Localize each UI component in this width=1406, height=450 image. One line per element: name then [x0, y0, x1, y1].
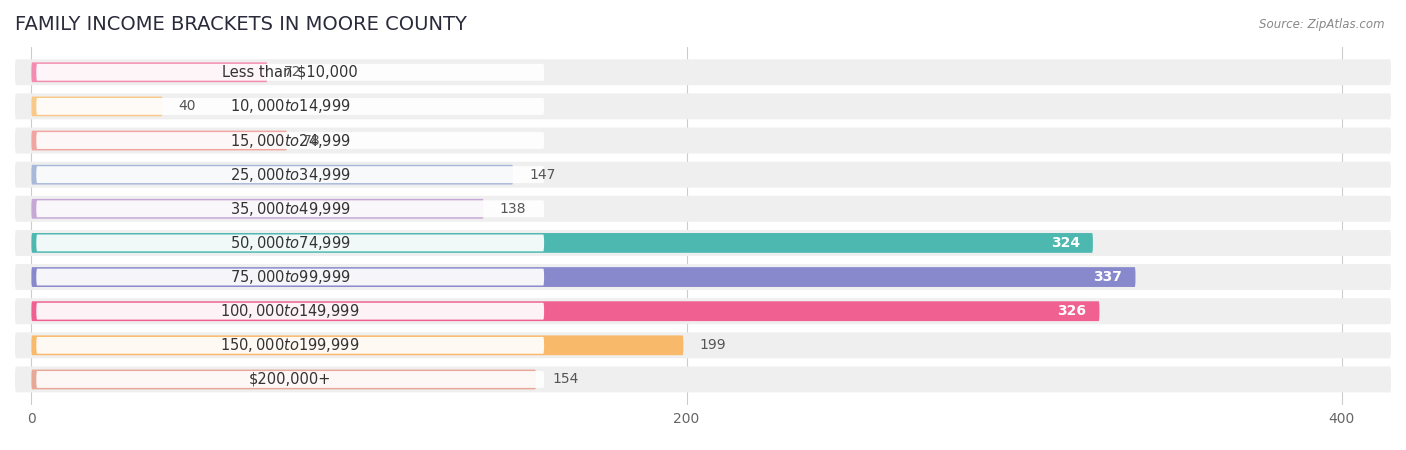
FancyBboxPatch shape [31, 130, 287, 150]
Text: 199: 199 [700, 338, 727, 352]
FancyBboxPatch shape [15, 333, 1391, 358]
Text: Less than $10,000: Less than $10,000 [222, 65, 359, 80]
FancyBboxPatch shape [37, 64, 544, 81]
FancyBboxPatch shape [15, 264, 1391, 290]
Text: 138: 138 [501, 202, 526, 216]
FancyBboxPatch shape [15, 59, 1391, 85]
Text: 337: 337 [1094, 270, 1122, 284]
Text: FAMILY INCOME BRACKETS IN MOORE COUNTY: FAMILY INCOME BRACKETS IN MOORE COUNTY [15, 15, 467, 34]
FancyBboxPatch shape [15, 127, 1391, 153]
FancyBboxPatch shape [15, 162, 1391, 188]
FancyBboxPatch shape [31, 165, 513, 184]
Text: Source: ZipAtlas.com: Source: ZipAtlas.com [1260, 18, 1385, 31]
FancyBboxPatch shape [31, 302, 1099, 321]
FancyBboxPatch shape [31, 96, 163, 116]
Text: $10,000 to $14,999: $10,000 to $14,999 [229, 97, 350, 115]
Text: $35,000 to $49,999: $35,000 to $49,999 [229, 200, 350, 218]
Text: $150,000 to $199,999: $150,000 to $199,999 [221, 336, 360, 354]
FancyBboxPatch shape [31, 199, 484, 219]
Text: $25,000 to $34,999: $25,000 to $34,999 [229, 166, 350, 184]
Text: $50,000 to $74,999: $50,000 to $74,999 [229, 234, 350, 252]
FancyBboxPatch shape [31, 267, 1136, 287]
Text: 147: 147 [530, 168, 555, 182]
Text: $75,000 to $99,999: $75,000 to $99,999 [229, 268, 350, 286]
FancyBboxPatch shape [15, 366, 1391, 392]
FancyBboxPatch shape [15, 196, 1391, 222]
FancyBboxPatch shape [31, 335, 683, 355]
FancyBboxPatch shape [37, 200, 544, 217]
FancyBboxPatch shape [31, 233, 1092, 253]
FancyBboxPatch shape [37, 132, 544, 149]
FancyBboxPatch shape [37, 98, 544, 115]
FancyBboxPatch shape [37, 371, 544, 388]
Text: 72: 72 [284, 65, 301, 79]
Text: $15,000 to $24,999: $15,000 to $24,999 [229, 131, 350, 149]
Text: $200,000+: $200,000+ [249, 372, 332, 387]
FancyBboxPatch shape [37, 303, 544, 320]
FancyBboxPatch shape [37, 337, 544, 354]
Text: 154: 154 [553, 373, 579, 387]
FancyBboxPatch shape [37, 234, 544, 252]
Text: 40: 40 [179, 99, 197, 113]
FancyBboxPatch shape [15, 298, 1391, 324]
FancyBboxPatch shape [37, 269, 544, 285]
FancyBboxPatch shape [15, 230, 1391, 256]
FancyBboxPatch shape [31, 369, 536, 389]
FancyBboxPatch shape [15, 94, 1391, 119]
Text: 78: 78 [304, 134, 321, 148]
Text: $100,000 to $149,999: $100,000 to $149,999 [221, 302, 360, 320]
FancyBboxPatch shape [31, 63, 267, 82]
Text: 324: 324 [1050, 236, 1080, 250]
Text: 326: 326 [1057, 304, 1087, 318]
FancyBboxPatch shape [37, 166, 544, 183]
